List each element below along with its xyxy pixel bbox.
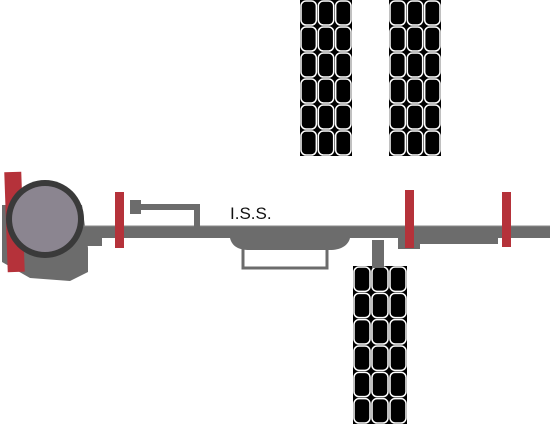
solar-cell (300, 52, 318, 78)
solar-cell (353, 345, 371, 372)
solar-cell (406, 104, 424, 130)
iss-label: I.S.S. (230, 204, 272, 223)
solar-cell (389, 0, 407, 26)
solar-cell (300, 26, 318, 52)
solar-cell (423, 52, 441, 78)
radiator-3 (502, 192, 511, 247)
solar-cell (389, 318, 407, 345)
solar-cell (389, 345, 407, 372)
solar-cell (406, 130, 424, 156)
solar-cell (389, 397, 407, 424)
solar-cell (423, 78, 441, 104)
solar-cell (371, 266, 389, 293)
solar-cell (406, 0, 424, 26)
solar-cell (334, 0, 352, 26)
solar-array-top-right (389, 0, 441, 156)
solar-cell (317, 26, 335, 52)
solar-cell (406, 52, 424, 78)
solar-cell (353, 397, 371, 424)
solar-cell (334, 26, 352, 52)
solar-cell (389, 78, 407, 104)
solar-cell (300, 0, 318, 26)
solar-cell (300, 130, 318, 156)
solar-cell (371, 345, 389, 372)
solar-cell (389, 266, 407, 293)
arm-base (191, 228, 205, 238)
solar-cell (423, 130, 441, 156)
robotic-arm (130, 200, 205, 238)
pressurized-module (12, 186, 78, 252)
solar-cell (389, 371, 407, 398)
solar-cell (389, 292, 407, 319)
solar-panel-backing (300, 0, 352, 156)
solar-cell (334, 52, 352, 78)
solar-cell (423, 0, 441, 26)
solar-cell (389, 104, 407, 130)
solar-array-top-left (300, 0, 352, 156)
solar-cell (353, 318, 371, 345)
solar-cell (317, 130, 335, 156)
solar-cell (389, 26, 407, 52)
arm-boom-vertical (194, 204, 200, 230)
solar-cell (423, 104, 441, 130)
solar-cell (334, 104, 352, 130)
bottom-array-mast (372, 240, 384, 268)
solar-cell (300, 104, 318, 130)
solar-cell (371, 318, 389, 345)
solar-cell (371, 292, 389, 319)
arm-end-effector (130, 200, 141, 214)
solar-cell (406, 78, 424, 104)
solar-cell (317, 104, 335, 130)
radiator-2 (405, 190, 414, 248)
solar-cell (317, 78, 335, 104)
radiator-1 (115, 192, 124, 248)
solar-array-bottom (353, 266, 407, 424)
solar-cell (317, 0, 335, 26)
solar-cell (317, 52, 335, 78)
solar-cell (423, 26, 441, 52)
arm-boom-horizontal (140, 204, 200, 210)
solar-cell (389, 130, 407, 156)
solar-cell (353, 266, 371, 293)
solar-cell (300, 78, 318, 104)
solar-cell (371, 371, 389, 398)
solar-cell (334, 130, 352, 156)
solar-panel-backing (353, 266, 407, 424)
radiator-box (241, 244, 329, 270)
solar-cell (371, 397, 389, 424)
solar-cell (353, 292, 371, 319)
solar-cell (406, 26, 424, 52)
solar-cell (334, 78, 352, 104)
solar-cell (353, 371, 371, 398)
solar-cell (389, 52, 407, 78)
solar-panel-backing (389, 0, 441, 156)
